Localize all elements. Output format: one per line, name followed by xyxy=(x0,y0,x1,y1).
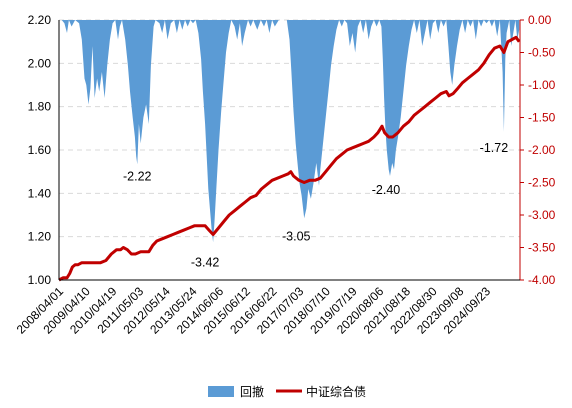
drawdown-annotation: -3.42 xyxy=(191,255,220,269)
right-tick-label: -3.50 xyxy=(528,241,556,255)
right-tick-label: -0.50 xyxy=(528,46,556,60)
left-tick-label: 1.60 xyxy=(28,143,52,157)
right-tick-label: -1.50 xyxy=(528,111,556,125)
left-axis-ticks: 2.20 2.00 1.80 1.60 1.40 1.20 1.00 xyxy=(28,13,52,287)
right-tick-label: -1.00 xyxy=(528,78,556,92)
left-tick-label: 1.40 xyxy=(28,186,52,200)
annotations: -2.22 -3.42 -3.05 -2.40 -1.72 xyxy=(123,141,508,269)
right-tick-label: -3.00 xyxy=(528,208,556,222)
index-line xyxy=(58,35,521,282)
right-tick-label: -2.00 xyxy=(528,143,556,157)
legend-label-index: 中证综合债 xyxy=(306,384,366,399)
drawdown-annotation: -2.22 xyxy=(123,169,152,183)
right-tick-label: -2.50 xyxy=(528,176,556,190)
legend-label-drawdown: 回撤 xyxy=(240,384,264,399)
right-tick-label: -4.00 xyxy=(528,273,556,287)
index-line-layer xyxy=(58,35,521,282)
left-tick-label: 1.20 xyxy=(28,230,52,244)
left-tick-label: 1.80 xyxy=(28,100,52,114)
left-tick-label: 2.20 xyxy=(28,13,52,27)
right-tick-label: 0.00 xyxy=(528,13,552,27)
legend: 回撤 中证综合债 xyxy=(208,384,366,399)
legend-swatch-drawdown xyxy=(208,386,234,397)
drawdown-annotation: -1.72 xyxy=(480,141,509,155)
drawdown-area-layer xyxy=(59,20,520,243)
drawdown-annotation: -3.05 xyxy=(282,229,311,243)
drawdown-area xyxy=(59,20,520,243)
drawdown-annotation: -2.40 xyxy=(372,183,401,197)
right-axis-ticks: 0.00 -0.50 -1.00 -1.50 -2.00 -2.50 -3.00 -3.50 -… xyxy=(520,13,556,287)
x-axis-ticks: 2008/04/012009/04/102010/04/192011/05/03… xyxy=(14,284,494,337)
left-tick-label: 2.00 xyxy=(28,56,52,70)
left-tick-label: 1.00 xyxy=(28,273,52,287)
